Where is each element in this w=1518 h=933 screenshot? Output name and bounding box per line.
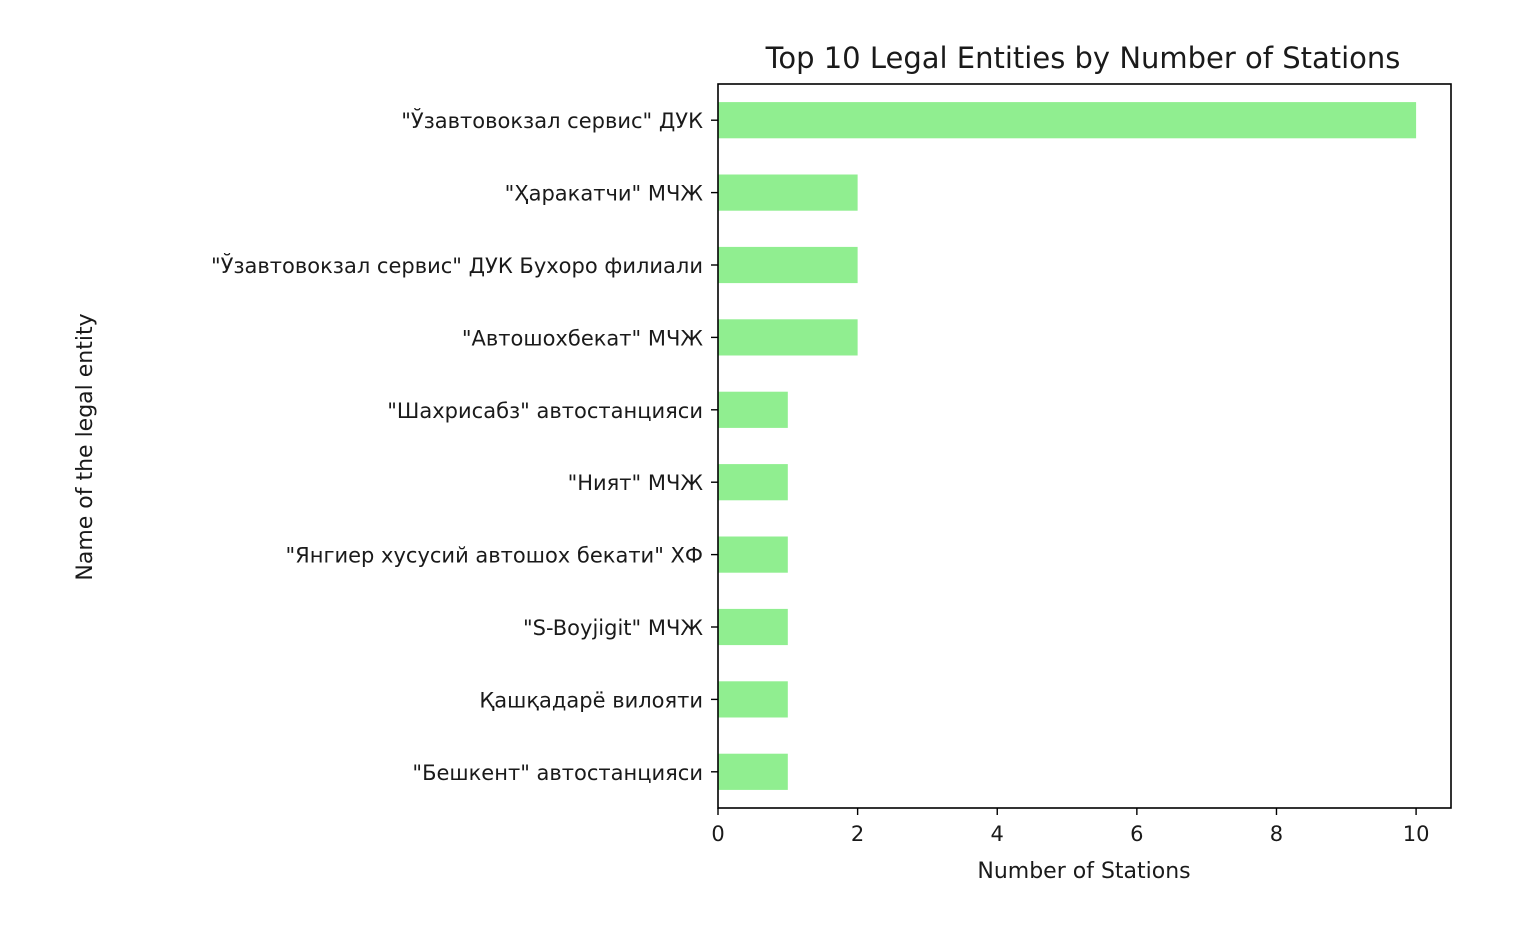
ticks-layer: "Ўзавтовокзал сервис" ДУК "Ҳаракатчи" МЧЖ… bbox=[211, 108, 1430, 846]
bar bbox=[718, 174, 858, 211]
x-tick-label: 2 bbox=[851, 822, 864, 846]
bar bbox=[718, 536, 788, 573]
bar bbox=[718, 464, 788, 501]
plot-frame bbox=[717, 83, 1452, 809]
y-tick-label: "S-Boyjigit" МЧЖ bbox=[523, 616, 703, 640]
bar bbox=[718, 753, 788, 790]
bar bbox=[718, 246, 858, 284]
x-tick-label: 10 bbox=[1403, 822, 1430, 846]
y-tick-label: "Ният" МЧЖ bbox=[568, 471, 704, 495]
y-axis-label: Name of the legal entity bbox=[73, 313, 98, 580]
y-tick-label: Қашқадарё вилояти bbox=[479, 688, 703, 712]
y-tick-label: "Ҳаракатчи" МЧЖ bbox=[505, 182, 704, 206]
bar bbox=[718, 102, 1417, 139]
y-tick-label: "Шахрисабз" автостанцияси bbox=[387, 399, 703, 423]
x-tick-label: 4 bbox=[991, 822, 1004, 846]
bar bbox=[718, 319, 858, 356]
y-tick-label: "Ўзавтовокзал сервис" ДУК Бухоро филиали bbox=[211, 253, 703, 278]
y-tick-label: "Бешкент" автостанцияси bbox=[412, 761, 703, 785]
y-tick-label: "Автошохбекат" МЧЖ bbox=[462, 326, 703, 350]
bar bbox=[718, 608, 788, 646]
chart-title: Top 10 Legal Entities by Number of Stati… bbox=[765, 41, 1401, 75]
x-axis-label: Number of Stations bbox=[977, 859, 1190, 884]
x-tick-label: 0 bbox=[711, 822, 724, 846]
x-tick-label: 6 bbox=[1130, 822, 1143, 846]
y-tick-label: "Ўзавтовокзал сервис" ДУК bbox=[401, 108, 703, 133]
bars-layer bbox=[718, 102, 1417, 790]
y-tick-label: "Янгиер хусусий автошох бекати" ХФ bbox=[285, 544, 703, 568]
bar bbox=[718, 391, 788, 428]
bar bbox=[718, 681, 788, 718]
x-tick-label: 8 bbox=[1270, 822, 1283, 846]
